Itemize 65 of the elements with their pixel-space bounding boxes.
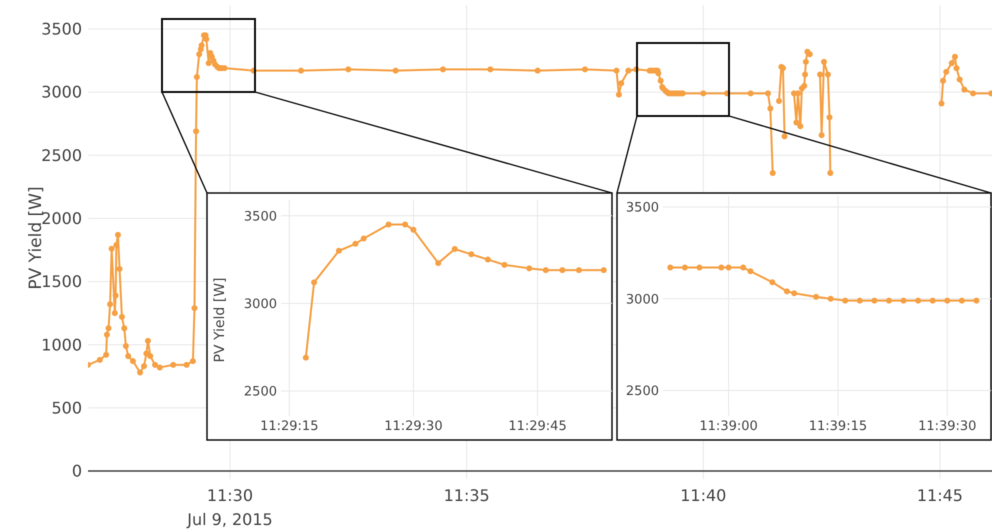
point [900, 298, 907, 304]
x-tick-label: 11:29:45 [508, 419, 567, 434]
y-tick-label: 2000 [41, 209, 82, 228]
y-axis-title: PV Yield [W] [212, 277, 228, 363]
x-tick-label: 11:35 [444, 486, 490, 505]
y-tick-label: 2500 [41, 146, 82, 165]
point [726, 264, 732, 271]
point [886, 298, 892, 304]
y-tick-label: 3000 [244, 296, 277, 312]
y-tick-label: 3000 [41, 82, 82, 102]
y-tick-label: 3000 [626, 292, 659, 308]
y-tick-label: 2500 [244, 384, 277, 400]
point [600, 267, 607, 274]
text: Jul 9, 2015 [186, 510, 273, 529]
point [791, 290, 798, 296]
y-tick-label: 3500 [626, 200, 659, 216]
point [747, 268, 754, 274]
y-tick-label: 1000 [41, 335, 82, 354]
point [352, 240, 358, 247]
x-tick-label: 11:39:30 [918, 419, 976, 434]
point [667, 264, 674, 271]
point [410, 226, 416, 233]
point [930, 298, 936, 304]
y-tick-label: 500 [51, 398, 82, 418]
point [526, 265, 532, 272]
point [915, 298, 922, 304]
point [435, 260, 442, 266]
point [311, 279, 318, 286]
x-tick-label: 11:29:30 [384, 419, 443, 434]
y-tick-label: 3500 [41, 20, 82, 39]
x-tick-label: 11:45 [916, 486, 963, 505]
point [856, 298, 863, 304]
point [468, 251, 474, 258]
point [973, 298, 980, 304]
point [336, 248, 342, 254]
point [696, 264, 702, 271]
point [386, 222, 392, 228]
point [484, 256, 491, 263]
point [842, 298, 848, 304]
point [718, 264, 724, 271]
x-tick-label: 11:29:15 [260, 419, 318, 434]
point [682, 264, 688, 271]
y-tick-label: 3500 [244, 209, 277, 224]
point [452, 246, 458, 252]
point [871, 298, 878, 304]
point [559, 267, 566, 274]
x-tick-label: 11:30 [206, 486, 254, 505]
point [944, 298, 950, 304]
point [958, 298, 965, 304]
x-tick-label: 11:40 [680, 486, 726, 505]
point [828, 296, 834, 302]
point [402, 222, 408, 228]
point [813, 294, 820, 300]
point [576, 267, 582, 274]
point [784, 288, 790, 294]
point [740, 264, 746, 271]
x-tick-label: 11:39:15 [808, 419, 868, 434]
y-tick-label: 0 [72, 462, 82, 481]
point [501, 262, 508, 268]
point [360, 236, 367, 242]
x-tick-label: 11:39:00 [699, 419, 758, 434]
point [542, 267, 549, 274]
point [302, 354, 309, 361]
y-tick-label: 2500 [626, 384, 659, 400]
point [769, 279, 776, 286]
